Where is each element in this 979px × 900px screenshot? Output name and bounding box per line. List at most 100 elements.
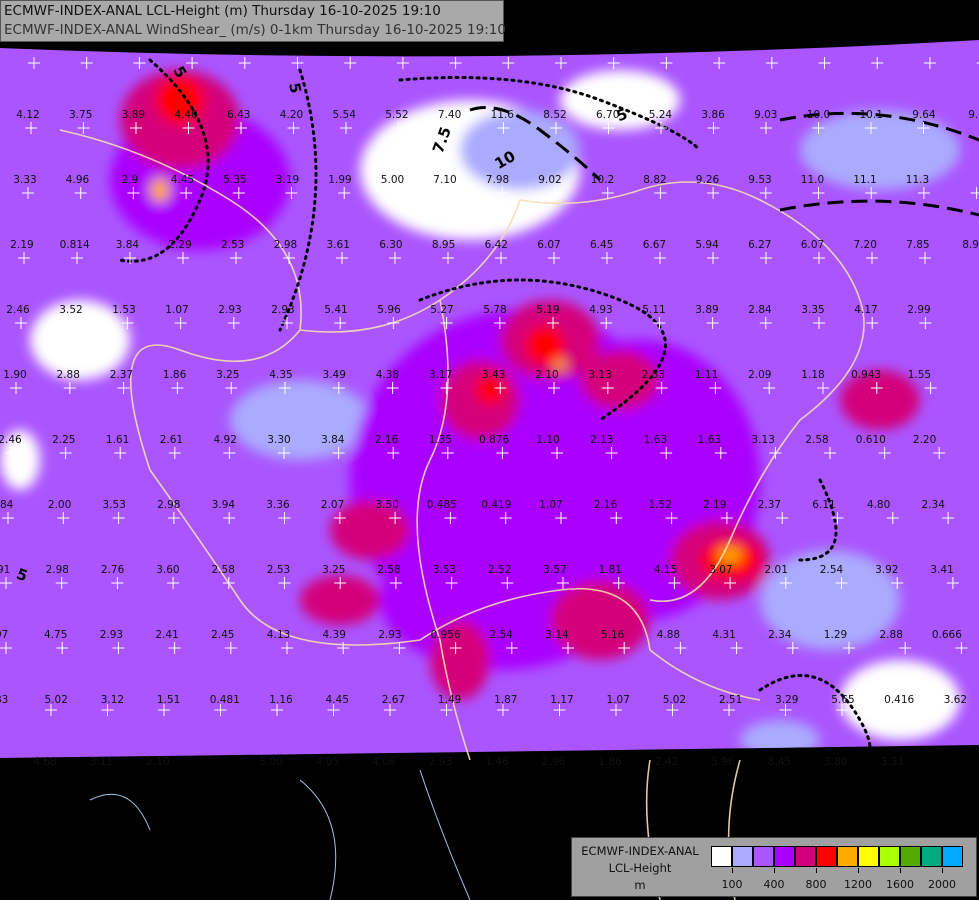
windshear-value: 2.25: [52, 434, 76, 446]
grid-cross: [101, 704, 114, 716]
windshear-value: 1.17: [550, 694, 574, 706]
windshear-value: 3.86: [701, 109, 725, 121]
legend-tick-mark: [858, 868, 859, 873]
windshear-value: 5.96: [711, 756, 735, 768]
grid-cross: [227, 317, 240, 329]
grid-cross: [730, 642, 743, 654]
windshear-value: 1.49: [437, 694, 462, 706]
windshear-value: 2.53: [266, 564, 291, 576]
grid-cross: [291, 57, 304, 69]
lcl-area: [30, 300, 130, 380]
lcl-area: [840, 370, 920, 430]
windshear-value: 3.60: [156, 564, 180, 576]
windshear-value: 9.02: [538, 174, 562, 186]
windshear-value: 5.00: [259, 756, 283, 768]
windshear-value: 1.29: [823, 629, 848, 641]
grid-cross: [769, 447, 782, 459]
grid-cross: [601, 382, 614, 394]
windshear-value: 2.01: [764, 564, 788, 576]
windshear-value: 2.20: [912, 434, 937, 446]
windshear-value: 1.99: [328, 174, 352, 186]
grid-cross: [340, 122, 352, 134]
grid-cross: [174, 317, 187, 329]
grid-cross: [449, 642, 462, 654]
windshear-value: 2.96: [541, 756, 566, 768]
windshear-value: 3.89: [695, 304, 719, 316]
grid-cross: [607, 57, 620, 69]
grid-cross: [223, 512, 236, 524]
lcl-area: [430, 620, 490, 700]
windshear-value: 3.41: [930, 564, 954, 576]
windshear-value: 5.19: [536, 304, 560, 316]
grid-cross: [824, 447, 836, 459]
grid-cross: [278, 512, 291, 524]
grid-cross: [497, 704, 509, 716]
legend-tick-mark: [774, 868, 775, 873]
grid-cross: [182, 122, 195, 134]
lcl-area: [150, 178, 170, 202]
lcl-area: [155, 75, 205, 125]
grid-cross: [127, 187, 140, 199]
windshear-value: 2.51: [718, 694, 743, 706]
grid-cross: [5, 447, 17, 459]
grid-cross: [168, 642, 181, 654]
lcl-area: [800, 110, 960, 190]
windshear-value: 1.10: [536, 434, 560, 446]
windshear-value: 4.96: [65, 174, 90, 186]
windshear-value: 2.54: [819, 564, 844, 576]
windshear-value: 6.07: [537, 239, 561, 251]
windshear-value: 2.61: [159, 434, 184, 446]
windshear-dashed-contours: [469, 106, 979, 217]
grid-cross: [389, 252, 401, 264]
windshear-value: 2.99: [907, 304, 931, 316]
grid-cross: [389, 577, 402, 589]
grid-cross: [396, 57, 409, 69]
windshear-value: 5.96: [377, 304, 401, 316]
windshear-value: 1.07: [606, 694, 630, 706]
grid-cross: [660, 57, 673, 69]
windshear-value: 0.876: [479, 434, 510, 446]
grid-cross: [344, 57, 357, 69]
grid-cross: [865, 187, 878, 199]
windshear-value: 6.27: [748, 239, 772, 251]
grid-cross: [548, 252, 560, 264]
grid-cross: [942, 512, 955, 524]
windshear-value: 2.46: [0, 434, 22, 446]
windshear-value: 4.80: [866, 499, 891, 511]
windshear-value: 2.16: [593, 499, 618, 511]
grid-cross: [287, 122, 300, 134]
windshear-value: 4.17: [854, 304, 878, 316]
grid-cross: [713, 57, 726, 69]
windshear-value: 6.70: [595, 109, 620, 121]
windshear-value: 1.35: [428, 434, 453, 446]
map-header: ECMWF-INDEX-ANAL LCL-Height (m) Thursday…: [0, 0, 506, 42]
windshear-value: 2.19: [10, 239, 34, 251]
grid-cross: [865, 122, 877, 134]
grid-cross: [112, 512, 125, 524]
grid-cross: [133, 57, 146, 69]
windshear-value: 2.67: [381, 694, 406, 706]
grid-cross: [655, 382, 668, 394]
windshear-value: 2.41: [155, 629, 179, 641]
grid-cross: [919, 252, 931, 264]
grid-cross: [812, 187, 825, 199]
grid-cross: [124, 252, 136, 264]
windshear-value: 3.53: [102, 499, 126, 511]
windshear-value: 3.94: [211, 499, 236, 511]
windshear-value: 0.814: [59, 239, 90, 251]
legend-tick-label: 1200: [844, 878, 872, 891]
grid-cross: [843, 642, 855, 654]
legend-tick-label: 1600: [886, 878, 914, 891]
windshear-value: 5.24: [648, 109, 673, 121]
legend-swatch: [921, 846, 942, 867]
windshear-value: 2.16: [374, 434, 399, 446]
grid-cross: [0, 577, 12, 589]
lcl-area: [230, 380, 370, 460]
windshear-value: 9.64: [912, 109, 936, 121]
grid-cross: [442, 252, 454, 264]
windshear-value: 2.98: [273, 239, 298, 251]
grid-cross: [724, 577, 737, 589]
grid-cross: [68, 317, 81, 329]
grid-cross: [779, 704, 792, 716]
grid-cross: [393, 642, 406, 654]
